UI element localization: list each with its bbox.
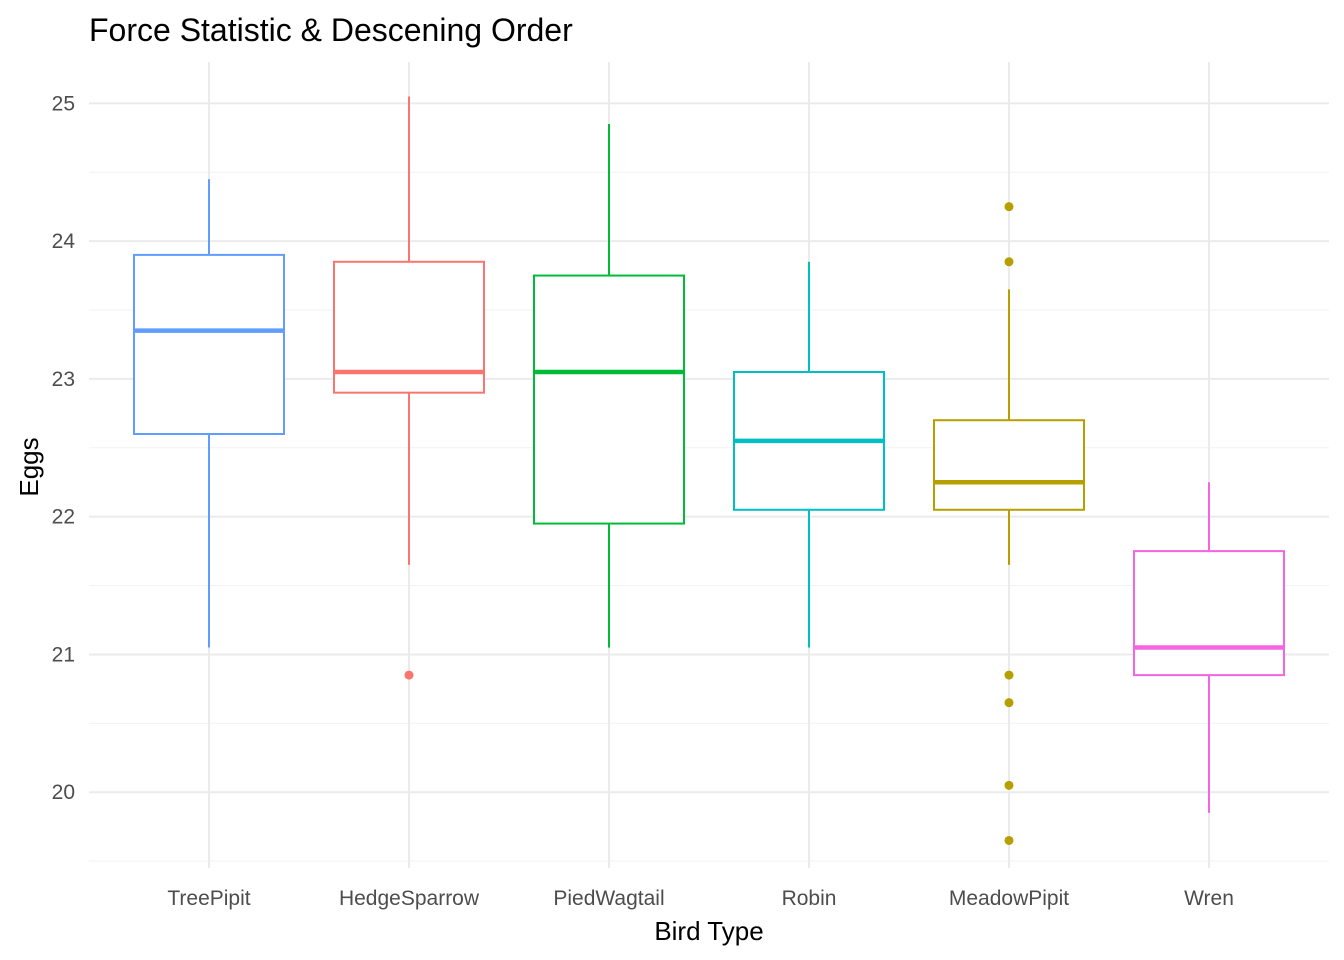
iqr-box: [133, 253, 285, 435]
y-tick-label: 20: [52, 781, 75, 804]
x-tick-label: TreePipit: [167, 887, 250, 910]
x-tick-label: Wren: [1184, 887, 1234, 910]
x-tick-label: MeadowPipit: [949, 887, 1069, 910]
x-tick-label: HedgeSparrow: [339, 887, 480, 910]
outlier-point: [1004, 780, 1014, 790]
y-tick-label: 24: [52, 230, 76, 253]
iqr-box: [533, 274, 685, 525]
outlier-point: [1004, 835, 1014, 845]
x-axis-title: Bird Type: [654, 916, 763, 946]
grid-lines: [89, 62, 1329, 868]
iqr-box: [1133, 550, 1285, 677]
outlier-point: [1004, 698, 1014, 708]
y-tick-label: 22: [52, 506, 75, 529]
y-tick-labels: 20 21 22 23 24 25: [52, 92, 76, 804]
x-tick-label: PiedWagtail: [553, 887, 664, 910]
outlier-point: [1004, 257, 1014, 267]
y-axis-title: Eggs: [14, 437, 44, 496]
box-hedgesparrow: [333, 96, 485, 680]
x-tick-label: Robin: [782, 887, 837, 910]
iqr-box: [933, 419, 1085, 511]
outlier-point: [1004, 670, 1014, 680]
box-piedwagtail: [533, 124, 685, 648]
y-tick-label: 23: [52, 368, 75, 391]
y-tick-label: 21: [52, 643, 75, 666]
box-wren: [1133, 482, 1285, 813]
box-treepipit: [133, 179, 285, 648]
box-robin: [733, 261, 885, 648]
outlier-point: [404, 670, 414, 680]
box-meadowpipit: [933, 202, 1085, 845]
y-tick-label: 25: [52, 92, 75, 115]
x-tick-labels: TreePipit HedgeSparrow PiedWagtail Robin Mea…: [167, 887, 1234, 910]
boxes-layer: [133, 96, 1285, 845]
outlier-point: [1004, 202, 1014, 212]
chart-title: Force Statistic & Descening Order: [89, 12, 573, 48]
